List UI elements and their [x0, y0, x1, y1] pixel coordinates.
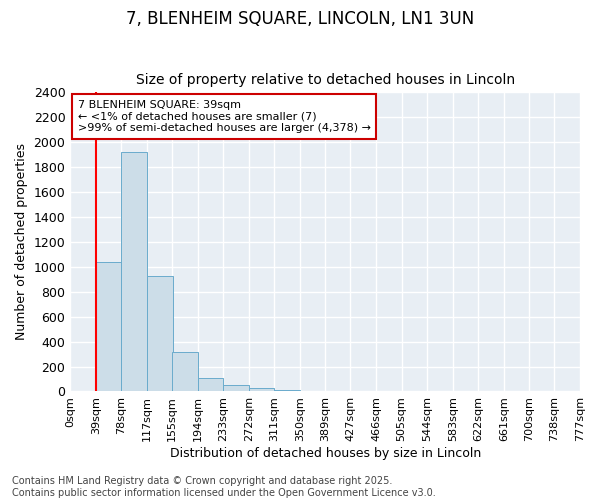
Text: Contains HM Land Registry data © Crown copyright and database right 2025.
Contai: Contains HM Land Registry data © Crown c…: [12, 476, 436, 498]
Bar: [223, 384, 249, 392]
Text: 7, BLENHEIM SQUARE, LINCOLN, LN1 3UN: 7, BLENHEIM SQUARE, LINCOLN, LN1 3UN: [126, 10, 474, 28]
Bar: [249, 388, 274, 392]
Bar: [96, 262, 121, 392]
Bar: [197, 378, 223, 392]
X-axis label: Distribution of detached houses by size in Lincoln: Distribution of detached houses by size …: [170, 447, 481, 460]
Bar: [172, 352, 197, 392]
Y-axis label: Number of detached properties: Number of detached properties: [15, 144, 28, 340]
Text: 7 BLENHEIM SQUARE: 39sqm
← <1% of detached houses are smaller (7)
>99% of semi-d: 7 BLENHEIM SQUARE: 39sqm ← <1% of detach…: [78, 100, 371, 133]
Bar: [70, 390, 96, 392]
Bar: [121, 152, 147, 392]
Title: Size of property relative to detached houses in Lincoln: Size of property relative to detached ho…: [136, 73, 515, 87]
Bar: [274, 390, 300, 392]
Bar: [147, 276, 173, 392]
